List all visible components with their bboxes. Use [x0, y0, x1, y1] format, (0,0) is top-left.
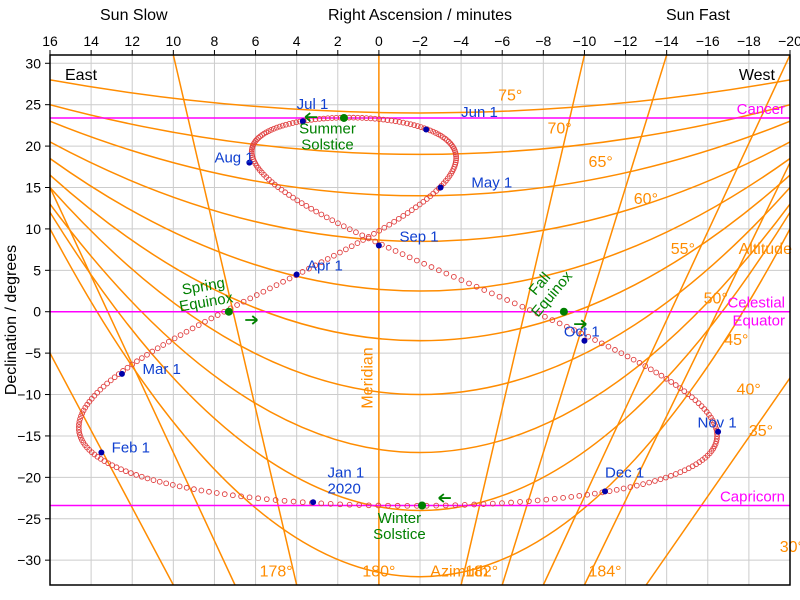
date-label: Aug 1 — [214, 150, 253, 167]
x-tick-label: −6 — [494, 33, 510, 49]
y-tick-label: 25 — [25, 97, 41, 113]
date-label: Jun 1 — [461, 104, 498, 121]
green-label2: Solstice — [373, 526, 426, 543]
green-label: Winter — [378, 510, 421, 527]
x-tick-label: 0 — [375, 33, 383, 49]
solstice-equinox-marker — [225, 308, 233, 316]
x-tick-label: −12 — [614, 33, 638, 49]
y-tick-label: −5 — [25, 345, 41, 361]
green-label2: Solstice — [301, 137, 354, 154]
azimuth-label: 178° — [260, 564, 293, 581]
x-tick-label: 12 — [124, 33, 140, 49]
date-marker — [294, 271, 300, 277]
x-tick-label: 14 — [83, 33, 99, 49]
date-label: Nov 1 — [698, 415, 737, 432]
y-tick-label: −15 — [17, 428, 41, 444]
date-marker — [423, 127, 429, 133]
y-tick-label: −30 — [17, 552, 41, 568]
west-label: West — [739, 67, 776, 84]
date-label: Jan 1 — [328, 464, 365, 481]
x-tick-label: 6 — [252, 33, 260, 49]
altitude-label: 40° — [737, 382, 761, 399]
date-label: Feb 1 — [112, 440, 150, 457]
y-axis-title: Declination / degrees — [3, 245, 20, 395]
date-label: Oct 1 — [564, 324, 600, 341]
solstice-equinox-marker — [418, 502, 426, 510]
y-tick-label: 10 — [25, 221, 41, 237]
sun-fast-label: Sun Fast — [666, 7, 731, 24]
date-label: Mar 1 — [143, 361, 181, 378]
altitude-label: 50° — [704, 290, 728, 307]
x-tick-label: 8 — [211, 33, 219, 49]
green-label: Summer — [299, 121, 356, 138]
y-tick-label: 30 — [25, 55, 41, 71]
y-tick-label: 15 — [25, 180, 41, 196]
altitude-label: 55° — [671, 241, 695, 258]
equator-label: Celestial — [727, 295, 785, 312]
x-tick-label: −2 — [412, 33, 428, 49]
azimuth-label: 180° — [362, 564, 395, 581]
meridian-label: Meridian — [360, 347, 377, 408]
date-label: Apr 1 — [307, 257, 343, 274]
cancer-label: Cancer — [737, 101, 785, 118]
x-axis-title: Right Ascension / minutes — [328, 7, 512, 24]
date-label: Jul 1 — [297, 96, 329, 113]
date-label: Dec 1 — [605, 464, 644, 481]
y-tick-label: 20 — [25, 138, 41, 154]
x-tick-label: 4 — [293, 33, 301, 49]
x-tick-label: 16 — [42, 33, 58, 49]
equator-label2: Equator — [732, 313, 785, 330]
sun-slow-label: Sun Slow — [100, 7, 168, 24]
x-tick-label: −14 — [655, 33, 679, 49]
azimuth-title: Azimuth — [430, 564, 488, 581]
x-tick-label: 2 — [334, 33, 342, 49]
altitude-label: 45° — [724, 332, 748, 349]
x-tick-label: −4 — [453, 33, 469, 49]
date-label2: 2020 — [328, 480, 361, 497]
altitude-label: 75° — [498, 88, 522, 105]
y-tick-label: −20 — [17, 469, 41, 485]
altitude-title: Altitude — [739, 241, 792, 258]
y-tick-label: −10 — [17, 387, 41, 403]
date-marker — [602, 488, 608, 494]
x-tick-label: −16 — [696, 33, 720, 49]
x-tick-label: −20 — [778, 33, 800, 49]
date-marker — [310, 499, 316, 505]
date-marker — [438, 185, 444, 191]
azimuth-label: 184° — [588, 564, 621, 581]
analemma-chart: 30°35°40°45°50°55°60°65°70°75°Altitude17… — [0, 0, 800, 600]
solstice-equinox-marker — [560, 308, 568, 316]
x-tick-label: 10 — [166, 33, 182, 49]
x-tick-label: −8 — [535, 33, 551, 49]
date-label: May 1 — [471, 175, 512, 192]
east-label: East — [65, 67, 98, 84]
altitude-label: 60° — [634, 191, 658, 208]
date-marker — [376, 242, 382, 248]
date-marker — [98, 450, 104, 456]
altitude-label: 70° — [547, 121, 571, 138]
date-label: Sep 1 — [399, 228, 438, 245]
y-tick-label: 5 — [33, 262, 41, 278]
x-tick-label: −18 — [737, 33, 761, 49]
date-marker — [119, 371, 125, 377]
altitude-label: 35° — [749, 423, 773, 440]
y-tick-label: 0 — [33, 304, 41, 320]
y-tick-label: −25 — [17, 511, 41, 527]
altitude-label: 65° — [589, 154, 613, 171]
x-tick-label: −10 — [573, 33, 597, 49]
capricorn-label: Capricorn — [720, 489, 785, 506]
